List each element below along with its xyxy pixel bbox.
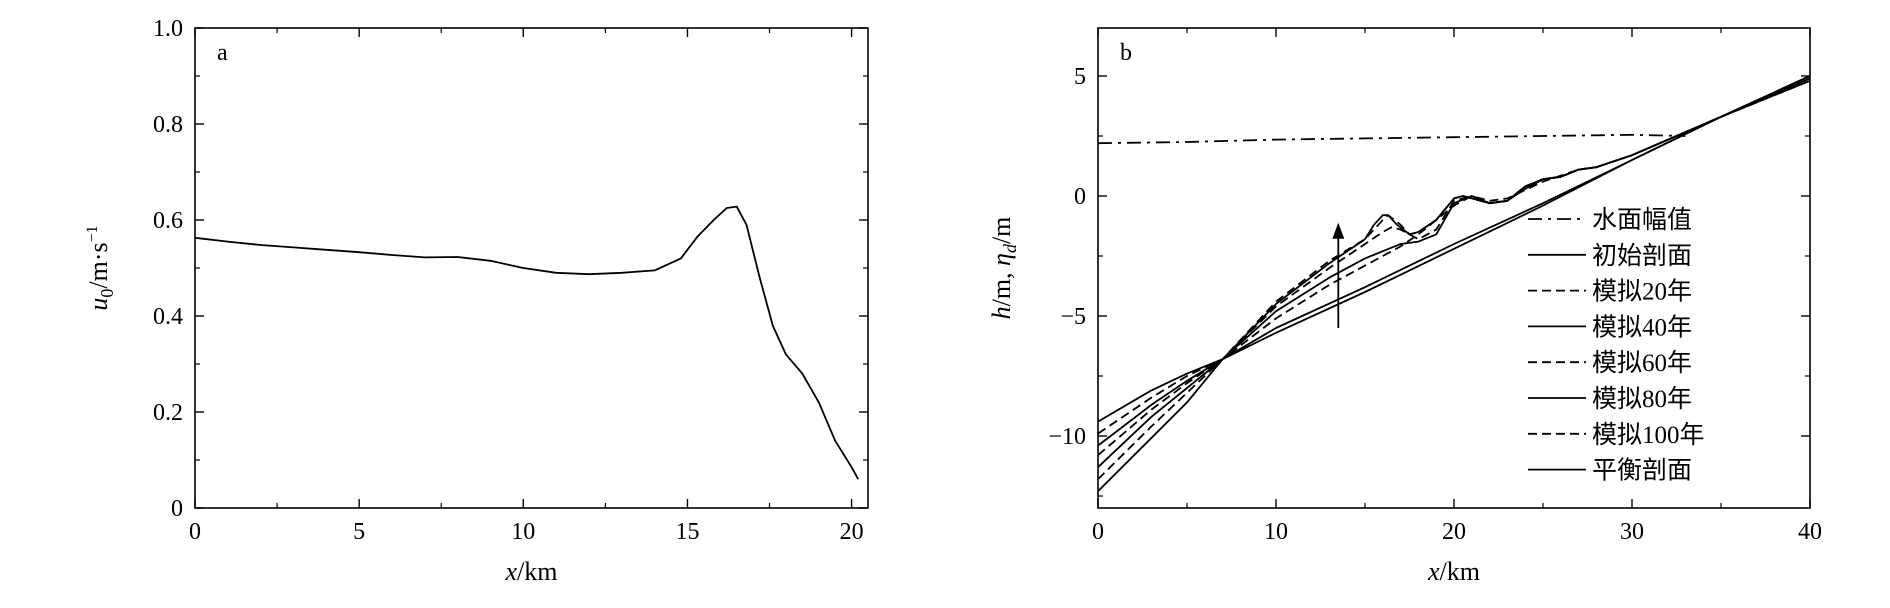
x-tick-label: 0: [1092, 519, 1104, 545]
x-tick-label: 20: [840, 519, 864, 545]
trend-arrow-head: [1332, 222, 1345, 239]
legend-entry: 模拟100年: [1592, 421, 1705, 449]
y-tick-label: 0.6: [153, 208, 183, 234]
series-line-模拟80年: [1097, 79, 1811, 447]
x-axis-title: x/km: [505, 557, 558, 586]
legend-entry: 初始剖面: [1592, 242, 1692, 270]
x-axis-title: x/km: [1427, 557, 1480, 586]
x-tick-label: 15: [675, 519, 699, 545]
legend-entry: 模拟20年: [1592, 278, 1692, 306]
panel-label: b: [1120, 40, 1132, 66]
series-line-水面幅值: [1097, 133, 1686, 145]
y-tick-label: 1.0: [153, 16, 183, 42]
legend-entry: 模拟80年: [1592, 385, 1692, 413]
y-tick-label: 0: [1074, 184, 1086, 210]
x-tick-label: 30: [1620, 519, 1644, 545]
y-axis-title: h/m, ηd/m: [987, 217, 1020, 320]
y-tick-label: 0.2: [153, 400, 183, 426]
legend-entry: 模拟40年: [1592, 313, 1692, 341]
panel-label: a: [217, 40, 228, 66]
plot-frame: [194, 27, 869, 509]
x-tick-label: 10: [1264, 519, 1288, 545]
y-tick-label: 0: [171, 496, 183, 522]
series-line-模拟40年: [1097, 75, 1811, 468]
x-tick-label: 20: [1442, 519, 1466, 545]
series-line-模拟60年: [1097, 77, 1811, 456]
legend-entry: 平衡剖面: [1592, 457, 1692, 485]
panel-a: 0 5 10 15 20 0 0.2 0.4 0.6 0.8 1.0 a x/km u0/m·s−1: [84, 16, 869, 586]
x-tick-label: 5: [353, 519, 365, 545]
y-tick-label: −10: [1048, 424, 1086, 450]
x-tick-label: 0: [189, 519, 201, 545]
y-tick-label: 0.8: [153, 112, 183, 138]
x-tick-label: 40: [1798, 519, 1822, 545]
series-line-模拟100年: [1097, 79, 1811, 435]
legend-entry: 水面幅值: [1592, 206, 1692, 234]
legend-entry: 模拟60年: [1592, 349, 1692, 377]
y-axis-title: u0/m·s−1: [84, 225, 117, 310]
y-tick-label: 5: [1074, 64, 1086, 90]
x-tick-label: 10: [511, 519, 535, 545]
series-line-u0: [194, 205, 859, 480]
series-line-平衡剖面: [1097, 77, 1811, 423]
y-tick-label: −5: [1060, 304, 1086, 330]
y-tick-label: 0.4: [153, 304, 183, 330]
